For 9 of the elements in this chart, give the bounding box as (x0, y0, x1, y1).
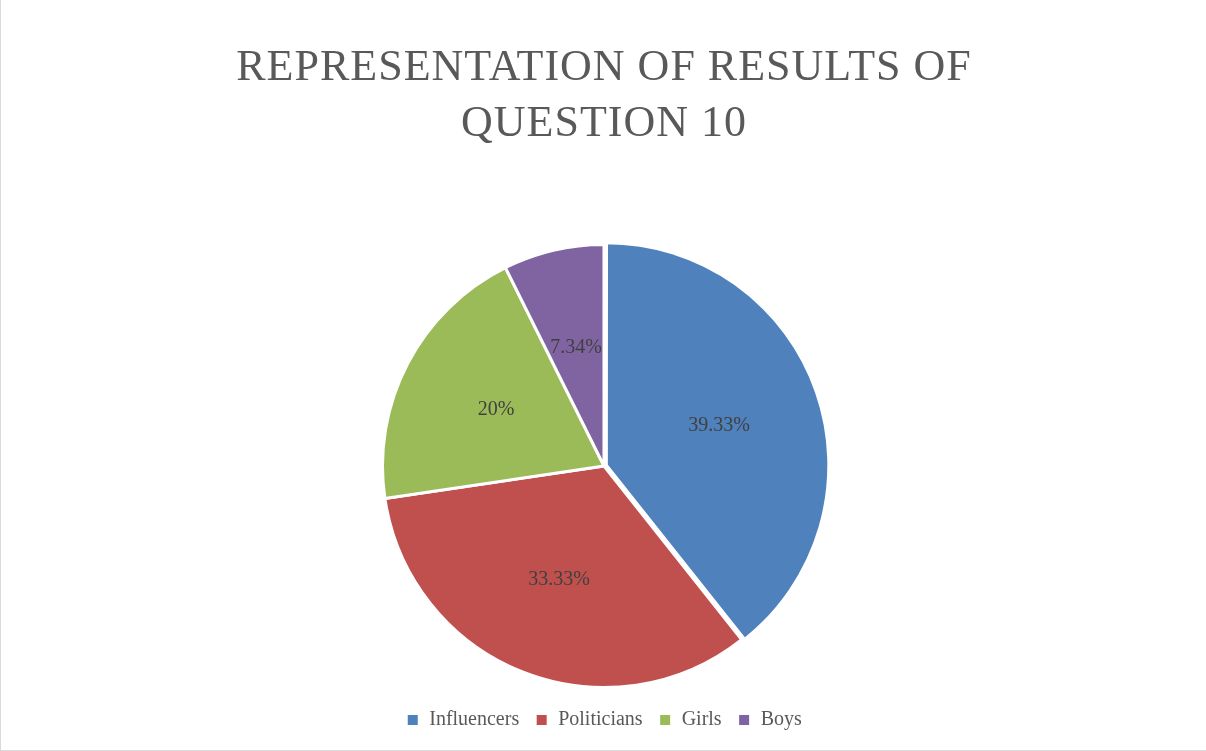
legend-label: Influencers (429, 707, 520, 730)
legend-label: Boys (760, 707, 802, 731)
data-label: 7.34% (550, 334, 602, 357)
data-label: 33.33% (528, 566, 591, 589)
data-label: 20% (477, 396, 515, 419)
chart-title: REPRESENTATION OF RESULTS OF QUESTION 10 (235, 40, 973, 148)
data-label: 39.33% (688, 413, 750, 436)
legend-label: Girls (681, 707, 722, 730)
legend-label: Politicians (558, 707, 643, 730)
